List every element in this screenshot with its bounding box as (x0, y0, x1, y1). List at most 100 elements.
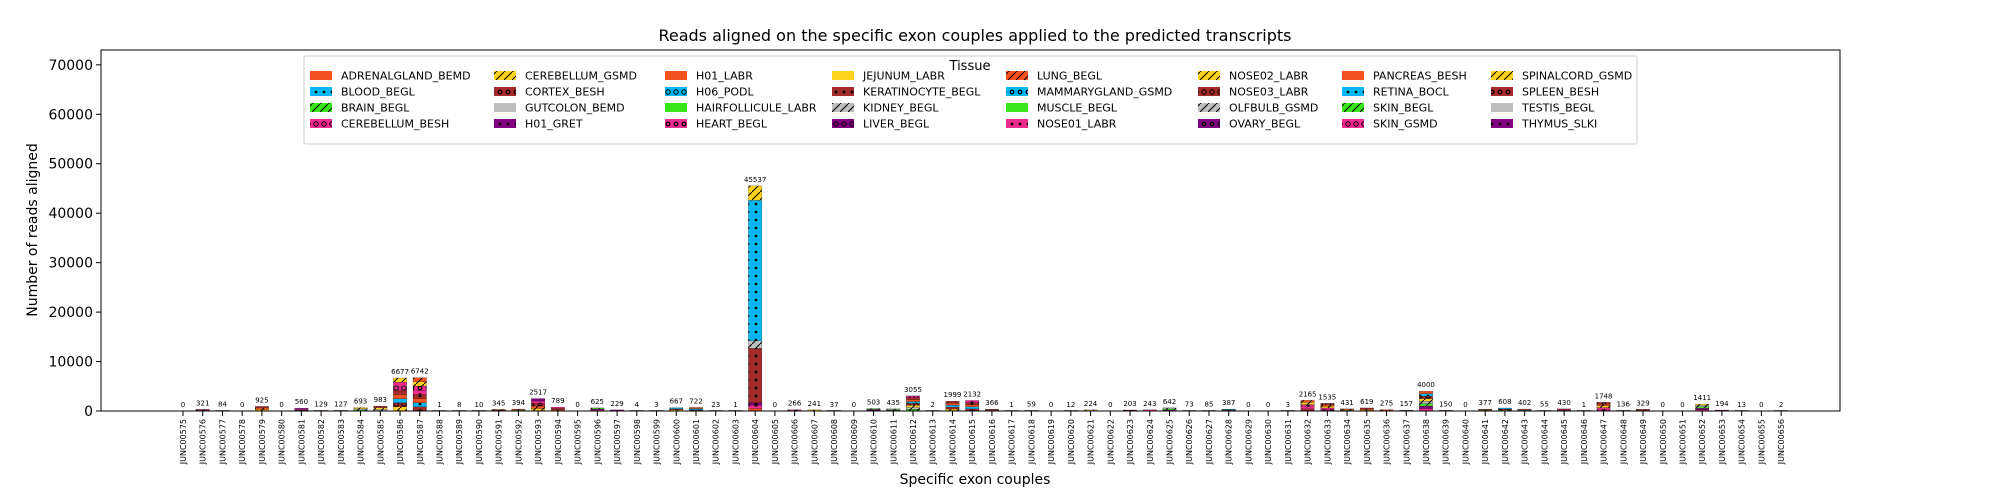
bar-segment (393, 398, 407, 403)
bar-value-label: 6742 (411, 368, 429, 376)
x-tick-label: JUNC00639 (1442, 419, 1451, 465)
bar-value-label: 377 (1478, 399, 1491, 407)
x-tick-label: JUNC00608 (830, 419, 839, 465)
bar-segment (353, 408, 368, 410)
bar-value-label: 3055 (904, 386, 922, 394)
legend-swatch (494, 119, 516, 128)
bar-segment (906, 405, 920, 408)
bar-segment (531, 405, 545, 409)
legend-swatch (1342, 87, 1364, 96)
legend-item: OLFBULB_GSMD (1198, 102, 1318, 115)
bar-value-label: 0 (279, 401, 283, 409)
y-axis: 0 10000 20000 30000 40000 50000 60000 70000 (48, 58, 101, 420)
bar-segment (590, 407, 605, 410)
bar-value-label: 0 (1108, 401, 1112, 409)
bar-value-label: 1 (1009, 401, 1013, 409)
bar-value-label: 0 (181, 401, 185, 409)
legend-label: H01_GRET (525, 118, 583, 131)
bar-value-label: 0 (240, 401, 244, 409)
legend: Tissue ADRENALGLAND_BEMD BLOOD_BEGL BRAIN_… (303, 55, 1638, 145)
x-tick-label: JUNC00587 (416, 419, 425, 465)
legend-label: LUNG_BEGL (1037, 70, 1103, 83)
x-tick-label: JUNC00606 (791, 419, 800, 465)
bar-value-label: 136 (1617, 400, 1631, 408)
bar-segment (1557, 409, 1571, 411)
bar-segment (1221, 408, 1236, 410)
bar-value-label: 1 (1582, 401, 1586, 409)
bar-segment (945, 401, 960, 404)
x-tick-label: JUNC00589 (455, 419, 464, 465)
x-tick-label: JUNC00586 (396, 419, 405, 465)
y-tick-label: 70000 (48, 58, 93, 74)
bar-segment (748, 348, 763, 403)
bar-segment (294, 409, 309, 411)
x-axis-label: Specific exon couples (900, 472, 1051, 488)
bar-value-label: 266 (788, 400, 802, 408)
bar-segment (294, 408, 309, 410)
bar-segment (412, 394, 427, 399)
bar-value-label: 10 (474, 401, 483, 409)
x-tick-label: JUNC00578 (238, 419, 247, 465)
bar-segment (866, 408, 881, 410)
legend-swatch (494, 103, 516, 112)
legend-item: H06_PODL (665, 86, 755, 99)
bar-value-label: 243 (1143, 400, 1156, 408)
legend-label: GUTCOLON_BEMD (525, 102, 625, 115)
bar-segment (373, 406, 388, 408)
bar-value-label: 127 (334, 400, 347, 408)
bar-value-label: 8 (457, 401, 461, 409)
bar-segment (412, 406, 427, 412)
plot-frame (100, 49, 1841, 412)
x-tick-label: JUNC00609 (850, 419, 859, 465)
bar-value-label: 431 (1340, 399, 1353, 407)
bar-value-label: 241 (808, 400, 821, 408)
bar-segment (906, 407, 920, 410)
bar-segment (965, 404, 980, 407)
bar-value-label: 0 (1759, 401, 1763, 409)
x-tick-label: JUNC00605 (771, 419, 780, 465)
legend-swatch (1491, 103, 1513, 112)
bar-segment (1359, 408, 1374, 411)
x-tick-label: JUNC00649 (1639, 419, 1648, 465)
x-tick-label: JUNC00600 (672, 419, 681, 465)
x-tick-label: JUNC00584 (357, 419, 366, 465)
bar-value-label: 2132 (963, 390, 981, 398)
x-tick-label: JUNC00580 (278, 419, 287, 465)
x-tick-label: JUNC00644 (1540, 419, 1549, 465)
bar-segment (1596, 402, 1611, 405)
bar-value-label: 59 (1027, 401, 1036, 409)
legend-label: KERATINOCYTE_BEGL (863, 86, 981, 99)
x-tick-label: JUNC00617 (1008, 419, 1017, 465)
legend-item: LIVER_BEGL (832, 118, 930, 131)
legend-swatch (665, 87, 687, 96)
legend-label: KIDNEY_BEGL (863, 102, 939, 115)
bar-segment (393, 394, 407, 399)
x-tick-label: JUNC00656 (1777, 419, 1786, 465)
legend-item: CORTEX_BESH (494, 86, 605, 99)
legend-label: PANCREAS_BESH (1373, 70, 1467, 83)
x-axis: JUNC00575 JUNC00576 JUNC00577 JUNC00578 JUNC… (179, 411, 1786, 465)
legend-swatch (310, 119, 332, 128)
bar-segment (353, 407, 368, 409)
bar-value-label: 55 (1540, 401, 1549, 409)
x-tick-label: JUNC00630 (1264, 419, 1273, 465)
x-tick-label: JUNC00626 (1185, 419, 1194, 465)
legend-swatch (1342, 119, 1364, 128)
legend-label: ADRENALGLAND_BEMD (341, 70, 471, 83)
x-tick-label: JUNC00615 (968, 419, 977, 465)
bar-value-label: 329 (1636, 399, 1649, 407)
bar-segment (412, 402, 427, 407)
bar-value-label: 387 (1222, 399, 1235, 407)
bar-segment (1695, 406, 1710, 409)
x-tick-label: JUNC00638 (1422, 419, 1431, 465)
bar-segment (1695, 405, 1710, 407)
x-tick-label: JUNC00593 (534, 419, 543, 465)
legend-item: NOSE02_LABR (1198, 70, 1309, 83)
x-tick-label: JUNC00616 (988, 419, 997, 465)
bar-segment (1478, 409, 1493, 410)
bar-segment (195, 409, 210, 411)
bar-segment (1419, 405, 1433, 409)
x-tick-label: JUNC00653 (1718, 419, 1727, 465)
legend-item: MUSCLE_BEGL (1006, 102, 1118, 115)
